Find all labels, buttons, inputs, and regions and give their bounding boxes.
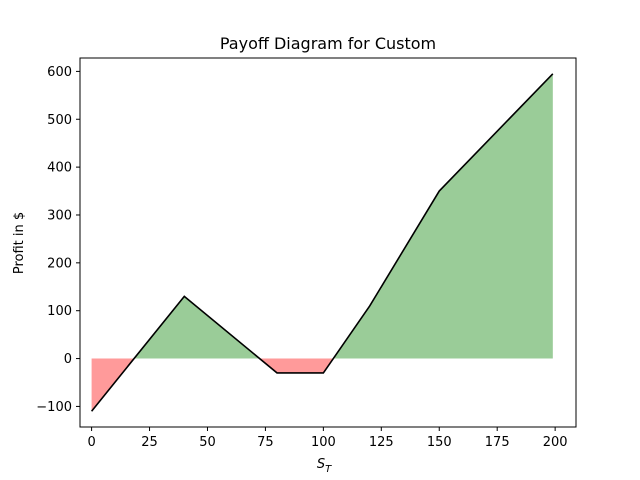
y-tick-label: 500 (47, 113, 72, 128)
y-axis-label: Profit in $ (12, 212, 27, 274)
x-tick-label: 0 (87, 435, 95, 450)
y-tick-label: 200 (47, 256, 72, 271)
x-axis-label-subscript: T (325, 464, 332, 475)
x-tick-label: 100 (311, 435, 336, 450)
y-tick-label: −100 (36, 400, 72, 415)
x-tick-label: 75 (257, 435, 274, 450)
y-tick-label: 400 (47, 161, 72, 176)
payoff-line-layer (90, 73, 554, 412)
x-tick-label: 200 (543, 435, 568, 450)
x-axis-label-main: S (317, 457, 325, 472)
profit-fill-area (333, 73, 553, 359)
x-axis-label: ST (317, 457, 332, 475)
x-axis-ticks: 0 25 50 75 100 125 150 175 200 (87, 427, 568, 450)
x-tick-label: 175 (485, 435, 510, 450)
x-tick-label: 25 (141, 435, 158, 450)
plot-frame (79, 57, 577, 428)
x-tick-label: 150 (427, 435, 452, 450)
y-tick-label: 300 (47, 208, 72, 223)
chart-title: Payoff Diagram for Custom (220, 34, 436, 53)
y-axis-ticks: −100 0 100 200 300 400 500 600 (36, 65, 80, 415)
y-tick-label: 100 (47, 304, 72, 319)
loss-fill-area (259, 358, 334, 373)
payoff-line (90, 73, 554, 412)
y-tick-label: 600 (47, 65, 72, 80)
profit-fill-area (134, 296, 260, 359)
y-tick-label: 0 (64, 352, 72, 367)
x-tick-label: 125 (369, 435, 394, 450)
x-tick-label: 50 (199, 435, 216, 450)
fill-areas (91, 73, 553, 412)
